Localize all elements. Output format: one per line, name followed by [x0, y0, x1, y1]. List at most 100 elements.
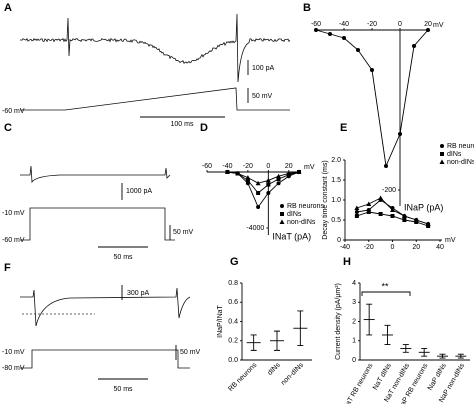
scale-bars — [140, 60, 249, 118]
marker — [384, 164, 388, 168]
marker — [366, 201, 372, 206]
marker — [401, 213, 407, 218]
scale-label: 50 mV — [173, 229, 194, 236]
legend-label: non-dINs — [447, 159, 474, 166]
marker — [398, 132, 402, 136]
y-tick-label: 1 — [352, 338, 356, 345]
current-trace — [20, 165, 171, 184]
marker — [390, 214, 395, 218]
y-tick-label: 2.0 — [331, 157, 341, 164]
marker — [256, 205, 261, 209]
x-tick-label: 0 — [391, 244, 395, 251]
current-trace — [20, 13, 291, 83]
marker — [266, 191, 271, 195]
scale-label: -60 mV — [2, 108, 25, 115]
y-tick-label: 0.2 — [228, 338, 238, 345]
marker — [280, 212, 284, 216]
scale-bars — [98, 285, 177, 380]
marker — [314, 28, 318, 32]
marker — [328, 32, 332, 36]
marker — [266, 182, 271, 187]
panel-label: A — [4, 2, 12, 14]
axis — [316, 29, 430, 206]
y-tick-label: 3 — [352, 299, 356, 306]
marker — [425, 221, 431, 226]
marker — [378, 195, 384, 200]
y-tick-label: 2 — [352, 318, 356, 325]
error-bar — [439, 353, 446, 359]
x-tick-label: 0 — [266, 163, 270, 170]
x-tick-label: non-dINs — [280, 361, 305, 386]
marker — [413, 217, 419, 222]
y-axis-label: INaT (pA) — [272, 231, 311, 241]
marker — [286, 170, 292, 176]
legend-label: dINs — [287, 211, 302, 218]
y-tick-label: 0 — [352, 357, 356, 364]
current-trace — [20, 287, 191, 327]
marker — [426, 28, 430, 32]
legend-label: RB neurons — [447, 143, 474, 150]
scale-label: -60 mV — [2, 237, 25, 244]
x-tick-label: 40 — [436, 244, 444, 251]
x-axis-label: mV — [304, 164, 315, 171]
y-tick-label: 0.0 — [228, 357, 238, 364]
x-tick-label: 20 — [285, 163, 293, 170]
voltage-step — [20, 207, 175, 241]
error-bar — [457, 353, 464, 359]
x-tick-label: -40 — [222, 163, 232, 170]
y-tick-label: 0.4 — [228, 318, 238, 325]
marker — [279, 219, 285, 224]
marker — [245, 175, 251, 180]
x-tick-label: -40 — [339, 21, 349, 28]
error-bar — [250, 334, 257, 351]
marker — [342, 36, 346, 40]
y-tick-label: 1.5 — [331, 177, 341, 184]
marker — [235, 170, 241, 176]
marker — [370, 68, 374, 72]
y-axis-label: Decay time constant (ms) — [322, 160, 329, 239]
marker — [412, 44, 416, 48]
scale-label: -10 mV — [2, 349, 25, 356]
marker — [354, 210, 359, 214]
error-bar — [297, 310, 304, 347]
scale-label: 50 ms — [113, 254, 133, 261]
scale-label: 50 ms — [113, 386, 133, 393]
error-bar — [421, 348, 428, 357]
y-tick-label: 0.6 — [228, 299, 238, 306]
x-tick-label: dINs — [267, 361, 282, 376]
panel-label: G — [230, 256, 239, 268]
marker — [276, 173, 282, 179]
marker — [354, 205, 360, 210]
marker — [402, 218, 407, 222]
y-tick-label: -4000 — [246, 225, 264, 232]
series-line — [315, 29, 429, 168]
x-tick-label: -60 — [311, 21, 321, 28]
panel-label: D — [200, 122, 208, 134]
y-axis-label: INaP/INaT — [217, 304, 224, 337]
x-tick-label: -20 — [243, 163, 253, 170]
annotation: ** — [381, 281, 389, 291]
x-tick-label: -60 — [202, 163, 212, 170]
x-axis-label: mV — [445, 237, 456, 244]
marker — [440, 144, 444, 148]
marker — [378, 212, 383, 216]
marker — [276, 177, 281, 181]
legend-label: RB neurons — [287, 203, 324, 210]
x-tick-label: 20 — [412, 244, 420, 251]
voltage-ramp — [20, 87, 290, 111]
panel-label: F — [4, 262, 11, 274]
marker — [440, 152, 444, 156]
marker — [256, 191, 261, 195]
marker — [356, 48, 360, 52]
significance-bracket — [361, 291, 411, 296]
scale-label: 50 mV — [180, 349, 201, 356]
marker — [390, 207, 395, 212]
axis — [359, 283, 470, 361]
marker — [354, 214, 359, 218]
x-tick-label: -40 — [340, 244, 350, 251]
y-tick-label: 1.0 — [331, 197, 341, 204]
y-tick-label: 0.8 — [228, 280, 238, 287]
voltage-step — [20, 349, 190, 369]
panel-label: B — [303, 2, 311, 14]
